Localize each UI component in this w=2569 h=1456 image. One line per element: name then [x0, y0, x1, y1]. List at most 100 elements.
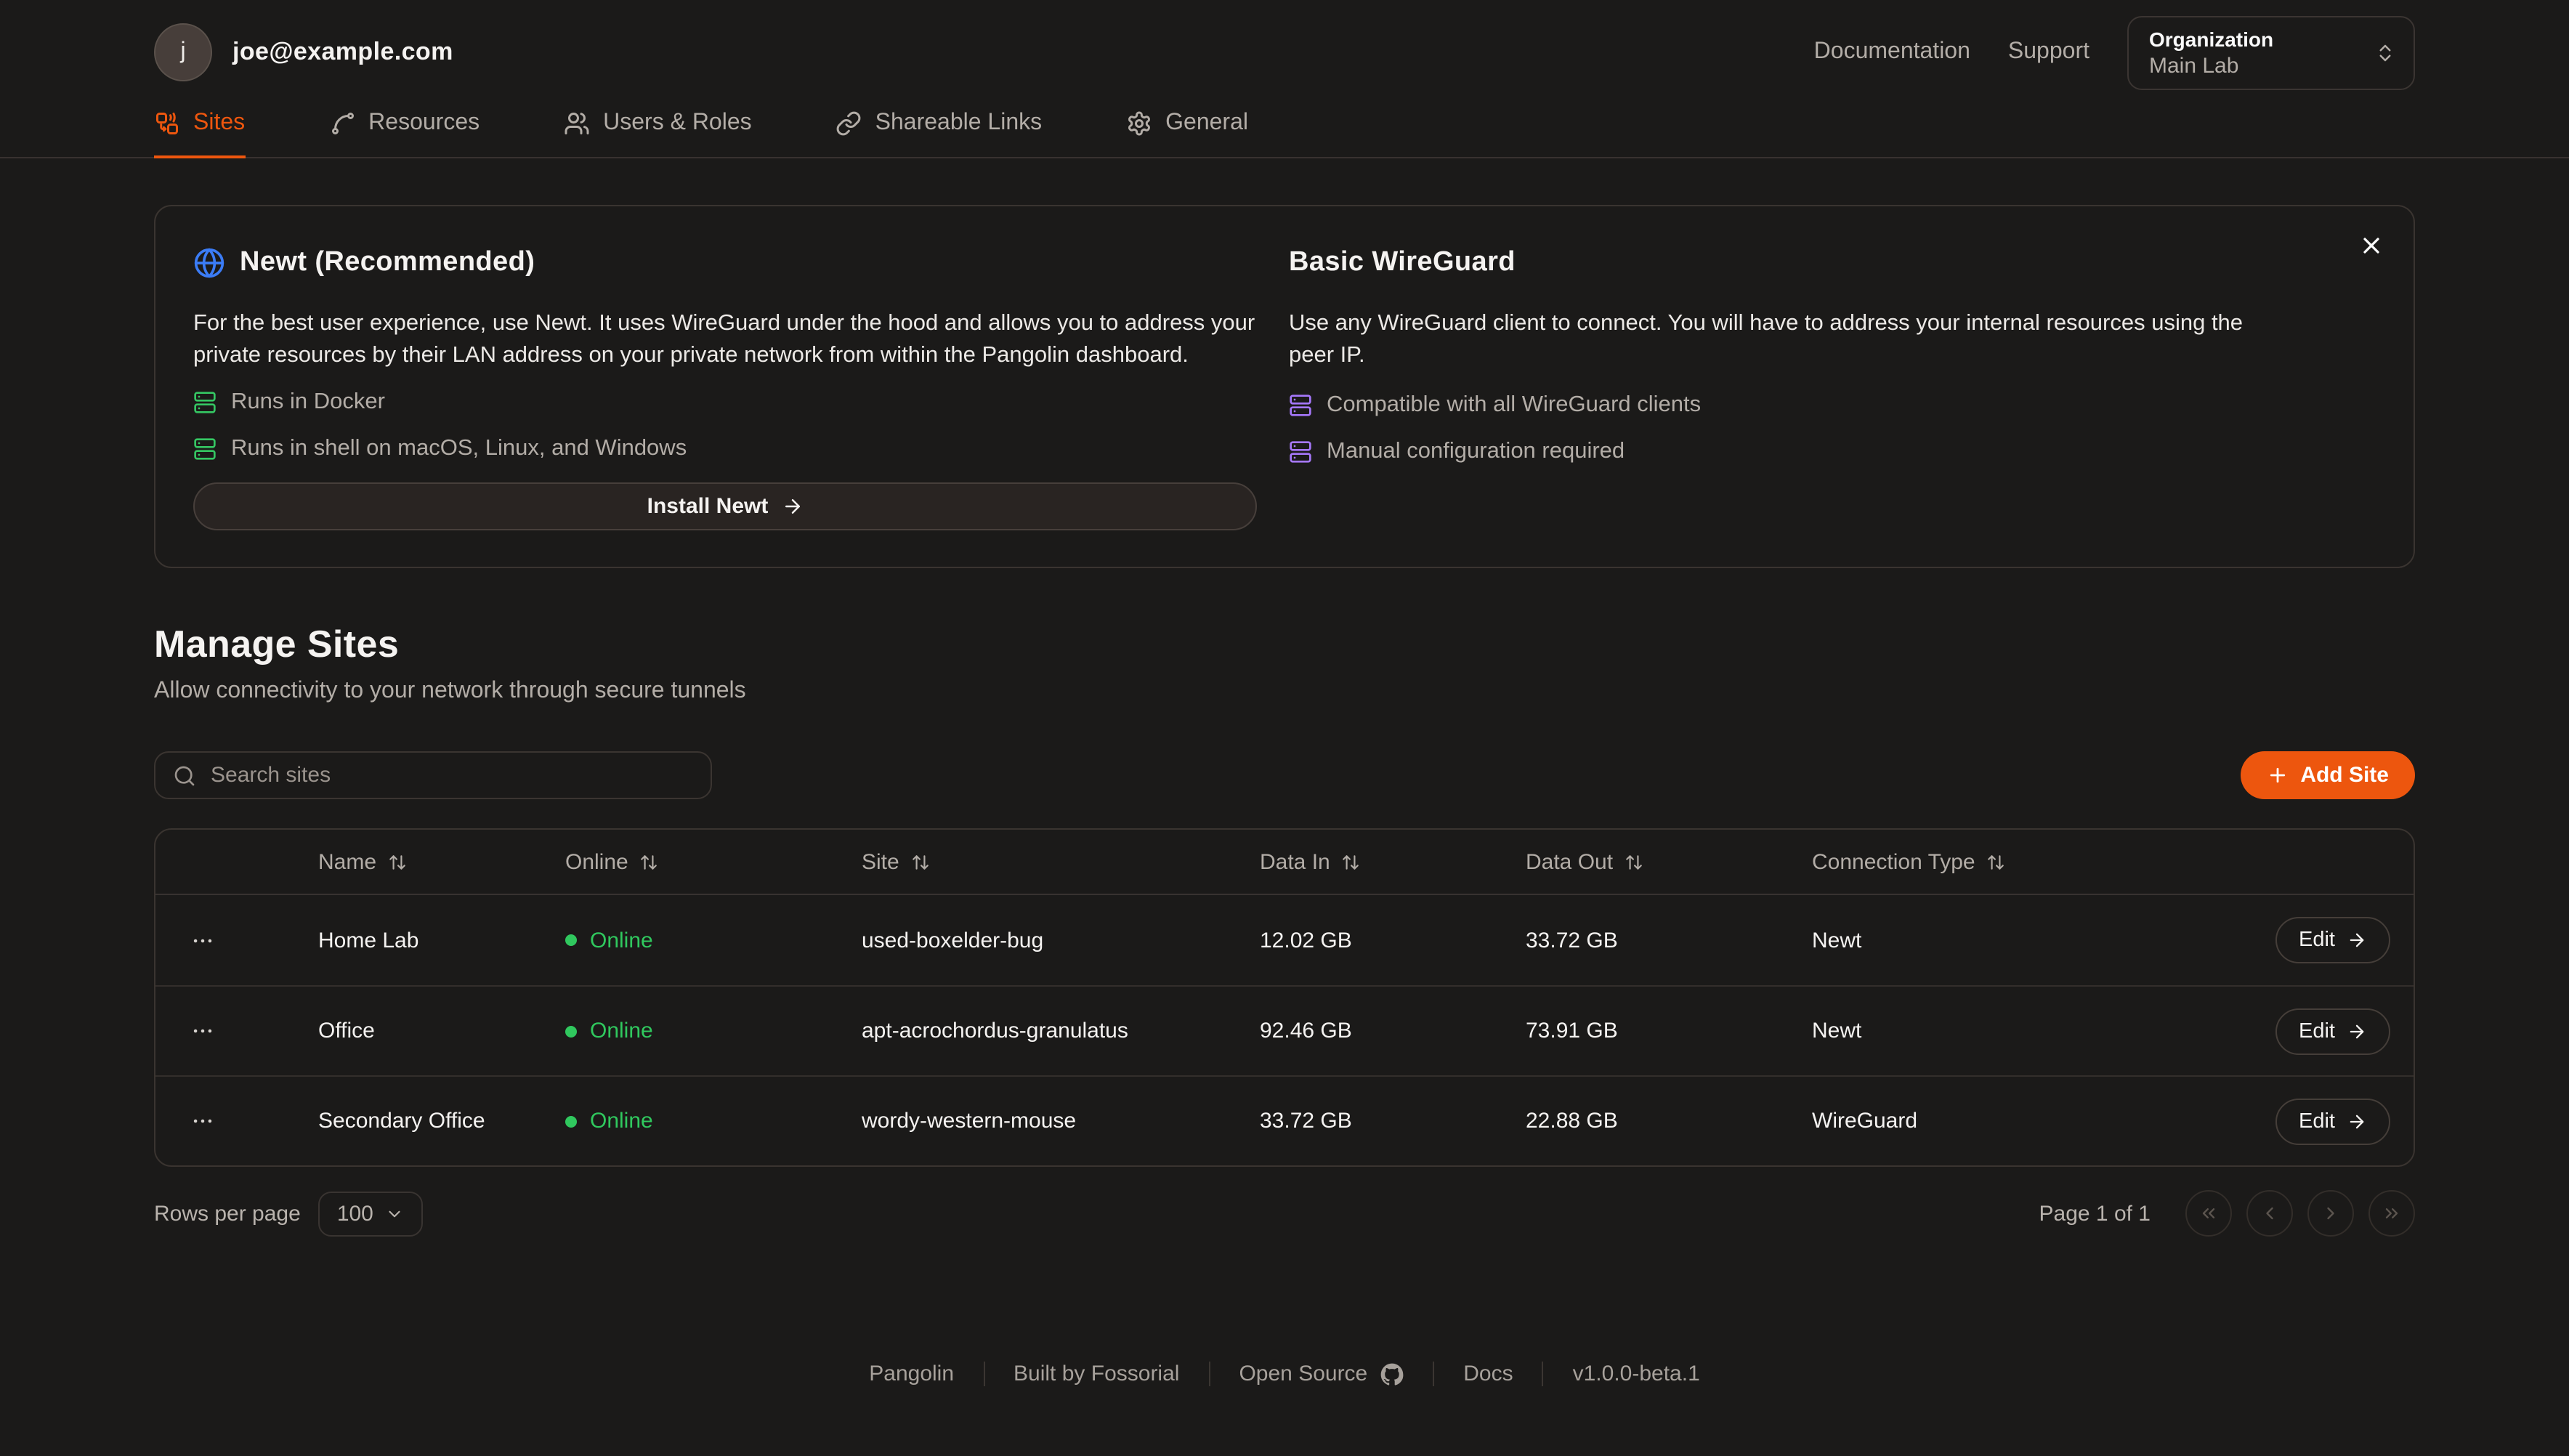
search-input[interactable]: [211, 763, 693, 788]
first-page-button[interactable]: [2185, 1190, 2232, 1237]
footer-link-open-source[interactable]: Open Source: [1210, 1362, 1433, 1386]
edit-button[interactable]: Edit: [2275, 1098, 2390, 1144]
search-icon: [173, 764, 196, 787]
footer-divider: [983, 1362, 985, 1386]
chevrons-left-icon: [2198, 1203, 2219, 1224]
install-newt-button[interactable]: Install Newt: [193, 482, 1257, 530]
avatar-initial: j: [180, 39, 186, 64]
spline-icon: [329, 110, 355, 137]
tab-resources[interactable]: Resources: [329, 110, 480, 158]
arrow-right-icon: [781, 496, 803, 517]
site-name: Secondary Office: [318, 1109, 485, 1133]
globe-icon: [193, 247, 225, 279]
wireguard-feature-manual: Manual configuration required: [1289, 439, 2289, 465]
sites-icon: [154, 110, 180, 137]
site-name: Office: [318, 1019, 375, 1043]
data-out-value: 33.72 GB: [1526, 928, 1618, 953]
page-title: Manage Sites: [154, 622, 400, 666]
row-menu-button[interactable]: [155, 1019, 283, 1043]
close-banner-button[interactable]: [2358, 232, 2384, 259]
sort-icon: [388, 852, 407, 871]
feature-label: Compatible with all WireGuard clients: [1327, 392, 1702, 417]
column-header-site[interactable]: Site: [827, 849, 1225, 874]
sort-icon: [640, 852, 659, 871]
edit-button[interactable]: Edit: [2275, 1008, 2390, 1054]
status-badge: Online: [565, 928, 827, 953]
user-email: joe@example.com: [232, 38, 453, 65]
previous-page-button[interactable]: [2246, 1190, 2293, 1237]
footer-divider: [1208, 1362, 1210, 1386]
gear-icon: [1126, 110, 1152, 137]
ellipsis-icon: [190, 1019, 283, 1043]
tab-users-roles[interactable]: Users & Roles: [564, 110, 752, 158]
chevron-left-icon: [2259, 1203, 2280, 1224]
online-dot-icon: [565, 1025, 577, 1037]
tab-label: Sites: [193, 110, 246, 135]
top-bar: j joe@example.com Documentation Support …: [0, 0, 2569, 89]
chevron-down-icon: [385, 1204, 404, 1223]
newt-feature-shell: Runs in shell on macOS, Linux, and Windo…: [193, 436, 1257, 462]
nav-link-documentation[interactable]: Documentation: [1813, 39, 1970, 64]
footer-link-fossorial[interactable]: Built by Fossorial: [1014, 1362, 1180, 1386]
data-out-value: 73.91 GB: [1526, 1019, 1618, 1043]
connection-type-value: Newt: [1812, 928, 1862, 953]
tab-label: Users & Roles: [603, 110, 752, 135]
newt-description: For the best user experience, use Newt. …: [193, 311, 1255, 368]
status-badge: Online: [565, 1019, 827, 1043]
feature-label: Manual configuration required: [1327, 439, 1625, 464]
column-header-connection-type[interactable]: Connection Type: [1777, 849, 2190, 874]
edit-button[interactable]: Edit: [2275, 917, 2390, 963]
footer-link-pangolin[interactable]: Pangolin: [869, 1362, 955, 1386]
users-icon: [564, 110, 590, 137]
column-header-data-out[interactable]: Data Out: [1491, 849, 1777, 874]
add-site-button[interactable]: Add Site: [2241, 751, 2415, 799]
column-header-name[interactable]: Name: [283, 849, 530, 874]
footer: Pangolin Built by Fossorial Open Source …: [154, 1362, 2415, 1386]
avatar[interactable]: j: [154, 23, 212, 81]
column-header-data-in[interactable]: Data In: [1225, 849, 1491, 874]
column-header-online[interactable]: Online: [530, 849, 827, 874]
rows-per-page-select[interactable]: 100: [317, 1191, 423, 1236]
nav-link-support[interactable]: Support: [2007, 39, 2089, 64]
server-icon: [1289, 394, 1312, 417]
rows-per-page-label: Rows per page: [154, 1201, 301, 1226]
table-row: Home Lab Online used-boxelder-bug 12.02 …: [155, 895, 2414, 985]
row-menu-button[interactable]: [155, 1109, 283, 1133]
organization-selector[interactable]: Organization Main Lab: [2127, 15, 2415, 89]
ellipsis-icon: [190, 928, 283, 953]
online-dot-icon: [565, 934, 577, 946]
newt-title: Newt (Recommended): [240, 247, 535, 278]
tab-sites[interactable]: Sites: [154, 110, 246, 158]
tab-shareable-links[interactable]: Shareable Links: [836, 110, 1043, 158]
search-box[interactable]: [154, 751, 712, 799]
close-icon: [2358, 232, 2384, 259]
tab-label: Shareable Links: [875, 110, 1043, 135]
account-menu[interactable]: j joe@example.com: [154, 23, 453, 81]
wireguard-title: Basic WireGuard: [1289, 247, 1516, 278]
footer-divider: [1542, 1362, 1544, 1386]
last-page-button[interactable]: [2368, 1190, 2415, 1237]
next-page-button[interactable]: [2307, 1190, 2354, 1237]
tab-general[interactable]: General: [1126, 110, 1248, 158]
tab-label: General: [1165, 110, 1248, 135]
feature-label: Runs in shell on macOS, Linux, and Windo…: [231, 436, 687, 461]
page-status: Page 1 of 1: [2039, 1201, 2151, 1226]
footer-link-docs[interactable]: Docs: [1463, 1362, 1513, 1386]
table-row: Office Online apt-acrochordus-granulatus…: [155, 985, 2414, 1075]
table-header-row: Name Online Site Data In Data Out: [155, 830, 2414, 895]
organization-label: Organization: [2149, 27, 2274, 50]
site-slug: used-boxelder-bug: [862, 928, 1044, 953]
sort-icon: [1987, 852, 2006, 871]
sites-toolbar: Add Site: [154, 751, 2415, 799]
server-icon: [193, 391, 217, 414]
wireguard-description: Use any WireGuard client to connect. You…: [1289, 311, 2244, 368]
online-dot-icon: [565, 1115, 577, 1127]
footer-divider: [1433, 1362, 1435, 1386]
tab-bar: Sites Resources Users & Roles Shareable …: [0, 84, 2569, 158]
newt-feature-docker: Runs in Docker: [193, 389, 1257, 416]
data-out-value: 22.88 GB: [1526, 1109, 1618, 1133]
setup-banner: Newt (Recommended) For the best user exp…: [154, 205, 2415, 568]
row-menu-button[interactable]: [155, 928, 283, 953]
github-icon: [1380, 1362, 1404, 1386]
